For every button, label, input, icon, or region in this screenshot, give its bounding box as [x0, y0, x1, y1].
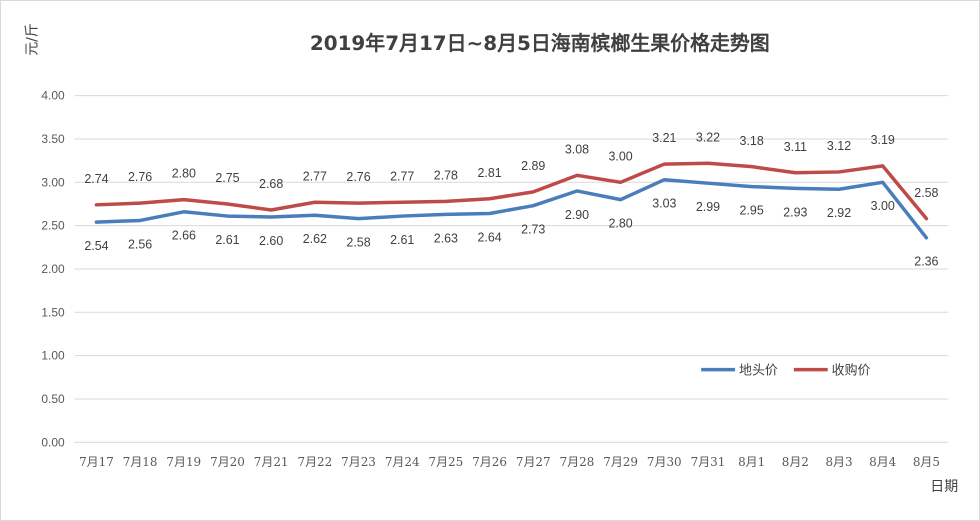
x-tick-label: 7月26 — [472, 455, 507, 469]
x-tick-label: 7月17 — [79, 455, 114, 469]
data-label: 2.89 — [521, 159, 545, 173]
data-label: 3.00 — [609, 149, 633, 163]
x-tick-label: 8月5 — [913, 455, 940, 469]
y-axis-label: 元/斤 — [25, 23, 41, 56]
x-axis-label: 日期 — [930, 479, 958, 495]
series-line-0 — [94, 177, 929, 240]
y-tick-label: 3.00 — [41, 175, 65, 189]
legend: 地头价 收购价 — [701, 363, 871, 379]
x-tick-label: 7月18 — [123, 455, 158, 469]
y-tick-label: 0.50 — [41, 392, 65, 406]
y-tick-label: 4.00 — [41, 89, 65, 103]
data-label: 2.80 — [172, 167, 196, 181]
data-label: 3.12 — [827, 139, 851, 153]
y-axis-ticks: 0.00 0.50 1.00 1.50 2.00 2.50 3.00 3.50 4.00 — [41, 89, 65, 450]
chart-title: 2019年7月17日~8月5日海南槟榔生果价格走势图 — [310, 31, 770, 55]
data-label: 3.11 — [784, 140, 807, 154]
data-label: 3.22 — [696, 130, 720, 144]
legend-entry: 收购价 — [832, 363, 871, 379]
data-label: 2.76 — [346, 170, 370, 184]
y-tick-label: 2.50 — [41, 219, 65, 233]
x-tick-label: 7月20 — [210, 455, 245, 469]
data-label: 2.64 — [477, 230, 501, 244]
x-tick-label: 7月27 — [516, 455, 551, 469]
x-tick-label: 8月1 — [738, 455, 765, 469]
x-tick-label: 7月29 — [603, 455, 638, 469]
x-tick-label: 8月2 — [782, 455, 809, 469]
x-tick-label: 7月21 — [254, 455, 289, 469]
data-label: 2.63 — [434, 231, 458, 245]
gridlines — [74, 95, 949, 443]
series-lines — [94, 161, 929, 240]
y-tick-label: 1.00 — [41, 349, 65, 363]
data-label: 2.80 — [609, 217, 633, 231]
x-tick-label: 7月22 — [297, 455, 332, 469]
data-label: 2.74 — [84, 172, 108, 186]
data-label: 2.60 — [259, 234, 283, 248]
data-labels: 2.54 2.56 2.66 2.61 2.60 2.62 2.58 2.61 2.63 2.64… — [84, 130, 938, 268]
data-label: 2.68 — [259, 177, 283, 191]
data-label: 2.73 — [521, 223, 545, 237]
x-tick-label: 7月19 — [166, 455, 201, 469]
data-label: 2.54 — [84, 239, 108, 253]
legend-entry: 地头价 — [739, 364, 778, 379]
data-label: 3.08 — [565, 142, 589, 156]
x-tick-label: 7月31 — [691, 455, 726, 469]
y-tick-label: 3.50 — [41, 132, 65, 146]
data-label: 2.56 — [128, 237, 152, 251]
data-label: 2.95 — [740, 204, 764, 218]
data-label: 2.61 — [215, 233, 239, 247]
data-label: 2.58 — [914, 186, 938, 200]
data-label: 3.19 — [871, 133, 895, 147]
data-label: 2.77 — [390, 169, 414, 183]
x-tick-label: 7月30 — [647, 455, 682, 469]
data-label: 2.61 — [390, 233, 414, 247]
data-label: 2.58 — [346, 236, 370, 250]
series-line-1 — [94, 161, 929, 221]
data-label: 2.76 — [128, 170, 152, 184]
x-tick-label: 7月23 — [341, 455, 376, 469]
data-label: 2.78 — [434, 168, 458, 182]
y-tick-label: 1.50 — [41, 305, 65, 319]
data-label: 2.90 — [565, 208, 589, 222]
data-label: 2.99 — [696, 200, 720, 214]
data-label: 3.18 — [740, 134, 764, 148]
data-label: 2.77 — [303, 169, 327, 183]
data-label: 3.00 — [871, 199, 895, 213]
y-tick-label: 2.00 — [41, 262, 65, 276]
data-label: 2.66 — [172, 229, 196, 243]
x-axis-ticks: 7月17 7月18 7月19 7月20 7月21 7月22 7月23 7月24 7月25 7月26… — [79, 455, 940, 469]
data-label: 3.03 — [652, 197, 676, 211]
data-label: 2.81 — [477, 166, 501, 180]
data-label: 3.21 — [652, 131, 676, 145]
x-tick-label: 7月25 — [429, 455, 464, 469]
data-label: 2.62 — [303, 232, 327, 246]
data-label: 2.92 — [827, 206, 851, 220]
x-tick-label: 8月3 — [825, 455, 852, 469]
x-tick-label: 7月24 — [385, 455, 420, 469]
data-label: 2.36 — [914, 255, 938, 269]
x-tick-label: 7月28 — [560, 455, 595, 469]
data-label: 2.75 — [215, 171, 239, 185]
data-label: 2.93 — [783, 205, 807, 219]
x-tick-label: 8月4 — [869, 455, 896, 469]
y-tick-label: 0.00 — [41, 435, 65, 449]
